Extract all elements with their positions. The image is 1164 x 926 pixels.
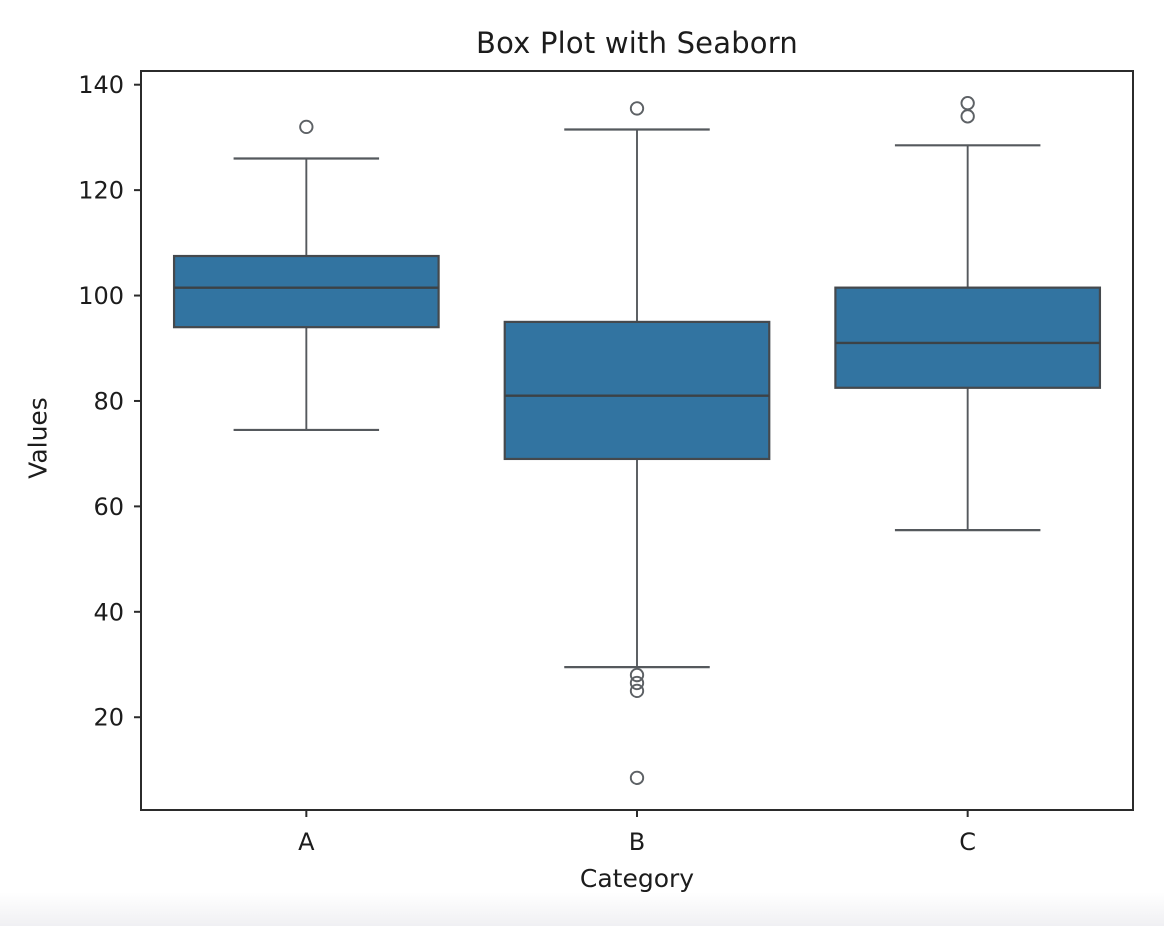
y-tick-label-20: 20 bbox=[93, 704, 124, 732]
box-A bbox=[172, 254, 440, 329]
outlier-B-0 bbox=[629, 101, 645, 116]
outlier-B-4 bbox=[629, 770, 645, 785]
outlier-A-0 bbox=[299, 119, 314, 135]
box-B bbox=[503, 320, 771, 461]
box-C bbox=[834, 286, 1102, 389]
outlier-B-1 bbox=[629, 667, 645, 683]
chart-title: Box Plot with Seaborn bbox=[476, 26, 798, 60]
x-tick-label-C: C bbox=[959, 828, 976, 856]
y-tick-label-140: 140 bbox=[78, 71, 124, 99]
outlier-C-1 bbox=[960, 109, 975, 124]
y-tick-label-60: 60 bbox=[93, 493, 124, 521]
x-tick-label-B: B bbox=[629, 828, 645, 856]
outlier-B-2 bbox=[629, 675, 645, 691]
x-axis-label: Category bbox=[579, 864, 695, 893]
outlier-C-0 bbox=[960, 96, 975, 111]
y-tick-label-40: 40 bbox=[93, 598, 124, 626]
axes-frame bbox=[140, 70, 1134, 811]
outlier-B-3 bbox=[629, 683, 645, 699]
y-tick-label-120: 120 bbox=[78, 177, 124, 205]
y-tick-label-80: 80 bbox=[93, 387, 124, 415]
x-tick-label-A: A bbox=[298, 828, 315, 856]
y-tick-label-100: 100 bbox=[78, 282, 124, 310]
